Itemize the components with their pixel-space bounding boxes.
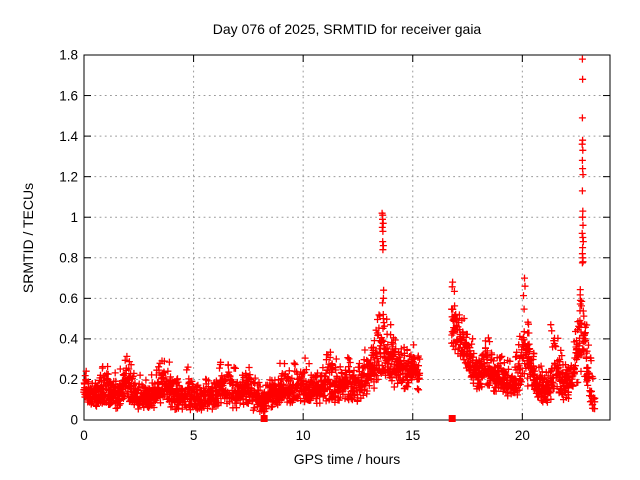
- y-tick-label: 0.4: [59, 332, 78, 347]
- data-points-plus: [80, 55, 599, 416]
- y-tick-label: 1.2: [59, 169, 78, 184]
- x-tick-label: 15: [405, 428, 420, 443]
- flag-square: [260, 415, 268, 422]
- y-tick-label: 1.6: [59, 88, 78, 103]
- y-tick-label: 0.8: [59, 250, 78, 265]
- y-axis-label: SRMTID / TECUs: [20, 182, 36, 294]
- y-tick-label: 1.8: [59, 48, 78, 63]
- flag-square: [448, 415, 456, 422]
- y-tick-label: 0: [70, 413, 78, 428]
- chart-title: Day 076 of 2025, SRMTID for receiver gai…: [212, 21, 482, 37]
- plot-border: [83, 54, 611, 421]
- y-tick-label: 1: [70, 210, 78, 225]
- x-tick-label: 20: [515, 428, 530, 443]
- y-tick-label: 0.6: [59, 291, 78, 306]
- x-tick-label: 5: [190, 428, 198, 443]
- x-tick-label: 10: [296, 428, 311, 443]
- x-tick-label: 0: [80, 428, 88, 443]
- x-axis-label: GPS time / hours: [293, 451, 401, 467]
- y-tick-label: 1.4: [59, 129, 78, 144]
- y-tick-label: 0.2: [59, 372, 78, 387]
